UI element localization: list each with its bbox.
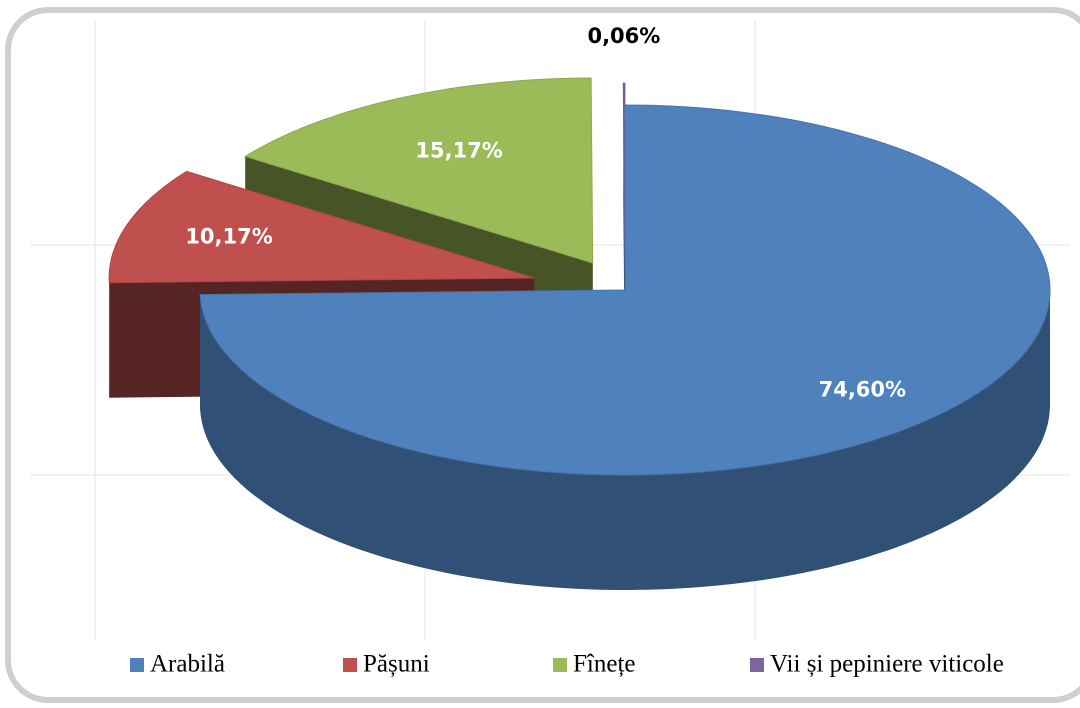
- legend-swatch: [130, 658, 144, 672]
- slice: [199, 104, 1051, 590]
- data-label: 10,17%: [185, 225, 272, 249]
- legend-label: Pășuni: [363, 651, 430, 678]
- slice-top: [108, 170, 535, 284]
- legend-swatch: [343, 658, 357, 672]
- legend-label: Fînețe: [573, 651, 636, 678]
- data-label: 15,17%: [415, 138, 502, 162]
- legend-swatch: [553, 658, 567, 672]
- legend: Arabilă Pășuni Fînețe Vii și pepiniere viti…: [130, 651, 1004, 678]
- legend-label: Arabilă: [150, 651, 225, 678]
- data-label: 0,06%: [587, 24, 660, 48]
- data-label: 74,60%: [819, 378, 906, 402]
- slice-top: [243, 77, 594, 264]
- legend-label: Vii și pepiniere viticole: [770, 651, 1004, 678]
- slice-top: [199, 104, 1051, 476]
- legend-swatch: [750, 658, 764, 672]
- slice-side: [200, 290, 1051, 590]
- pie: 74,60% 10,17% 15,17% 0,06%: [108, 24, 1051, 590]
